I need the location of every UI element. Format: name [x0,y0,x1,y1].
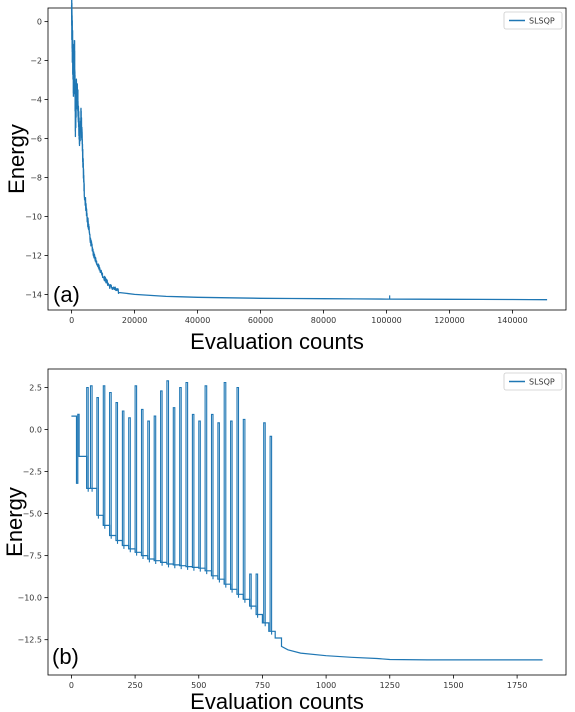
x-tick-label: 1250 [380,681,400,690]
y-tick-label: −4 [30,96,42,105]
legend-b: SLSQP [503,372,563,391]
series-spike [185,381,189,570]
x-tick-label: 0 [69,681,74,690]
x-tick-label: 1000 [316,681,336,690]
y-tick-label: −10.0 [17,594,42,603]
y-tick-label: −2 [30,57,42,66]
series-spike [121,410,125,549]
x-tick-label: 80000 [311,316,336,325]
series-spike [147,420,150,563]
x-tick-label: 0 [69,316,74,325]
x-tick-label: 60000 [248,316,273,325]
legend-label-b: SLSQP [529,378,555,387]
panel-label-b: (b) [52,644,79,669]
series-spike [191,413,195,571]
series-spike [242,418,246,603]
series-spike [223,381,227,588]
y-tick-label: −2.5 [23,468,42,477]
y-tick-label: −14 [25,290,42,299]
y-tick-label: −7.5 [23,552,42,561]
y-ticks-a: 0 −2 −4 −6 −8 −10 −12 −14 [25,18,48,299]
x-tick-label: 140000 [497,316,528,325]
y-tick-label: −5.0 [23,510,42,519]
x-ticks-a: 0 20000 40000 60000 80000 100000 120000 140000 [69,310,528,325]
x-tick-label: 120000 [434,316,465,325]
x-tick-label: 100000 [371,316,402,325]
series-spike [102,385,106,529]
y-tick-label: −12 [25,251,42,260]
line-series-b [71,380,543,661]
x-ticks-b: 0 250 500 750 1000 1250 1500 1750 [69,675,527,690]
series-spike [96,397,99,519]
y-tick-label: −6 [30,135,42,144]
series-spike [166,380,170,568]
line-series-a [70,0,548,301]
chart-panel-a: 0 20000 40000 60000 80000 100000 120000 140000 … [4,0,567,354]
x-tick-label: 40000 [185,316,210,325]
series-line [71,413,543,661]
series-spike [210,413,214,580]
series-spike [153,415,157,564]
x-tick-label: 750 [255,681,270,690]
series-spike [172,407,176,569]
x-tick-label: 1750 [507,681,527,690]
series-spike [140,408,144,559]
legend-box-a [503,11,563,30]
x-axis-label-a: Evaluation counts [190,329,364,354]
y-tick-label: −8 [30,174,42,183]
series-spike [109,391,112,539]
series-spike [255,573,259,618]
legend-label-a: SLSQP [529,17,555,26]
y-ticks-b: 2.5 0.0 −2.5 −5.0 −7.5 −10.0 −12.5 [17,383,48,645]
series-spike [86,386,89,492]
series-spike [230,420,233,593]
y-axis-label-a: Energy [4,124,29,194]
series-spike [217,422,220,583]
series-spike [198,420,201,572]
series-spike [249,573,252,610]
series-spike [179,386,182,570]
series-spike [204,385,208,575]
x-axis-label-b: Evaluation counts [190,689,364,712]
x-tick-label: 250 [127,681,142,690]
y-tick-label: 0 [37,18,42,27]
series-spike [160,390,163,566]
series-spike [269,435,273,635]
y-axis-label-b: Energy [2,487,27,557]
series-spike [115,402,119,544]
x-tick-label: 500 [191,681,206,690]
series-spike [263,422,266,627]
plot-frame-b [47,368,567,676]
y-tick-label: 2.5 [29,383,42,392]
series-line [70,0,548,301]
panel-label-a: (a) [53,282,80,307]
y-tick-label: 0.0 [29,426,42,435]
y-tick-label: −10 [25,212,42,221]
series-spike [128,417,131,553]
plot-frame-a [47,7,567,311]
legend-a: SLSQP [503,11,563,30]
legend-box-b [503,372,563,391]
x-tick-label: 1500 [443,681,463,690]
x-tick-label: 20000 [122,316,147,325]
series-spike [236,386,240,598]
series-spike [89,385,93,492]
y-tick-label: −12.5 [17,636,42,645]
series-spike [134,385,138,556]
chart-panel-b: 0 250 500 750 1000 1250 1500 1750 2.5 0.0 −2.5 −5.… [2,368,567,712]
